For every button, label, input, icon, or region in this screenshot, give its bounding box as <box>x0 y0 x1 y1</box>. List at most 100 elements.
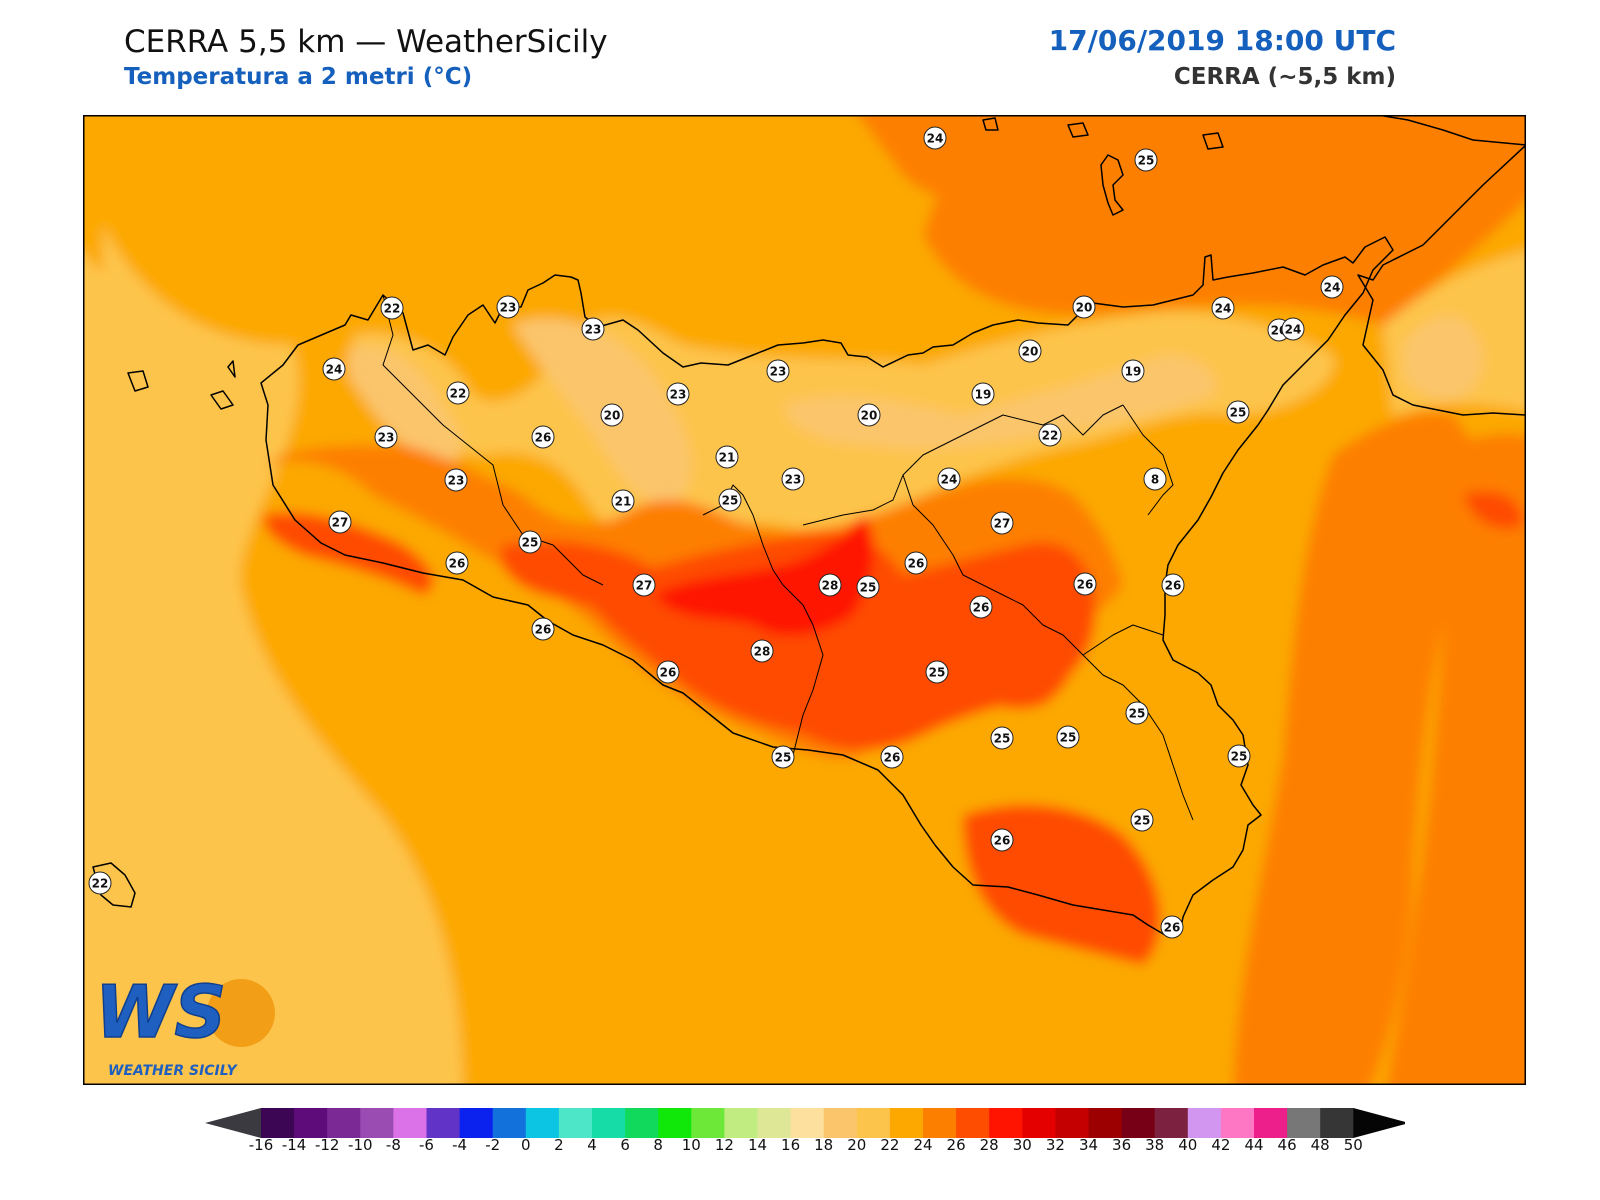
station-marker: 26 <box>531 617 555 641</box>
colorbar-tick-label: -12 <box>314 1136 340 1154</box>
model-name: CERRA (~5,5 km) <box>1173 64 1396 90</box>
colorbar-under-arrow <box>205 1108 261 1138</box>
colorbar-tick-label: 44 <box>1244 1136 1264 1154</box>
colorbar-tick-label: 30 <box>1012 1136 1032 1154</box>
colorbar-tick-label: 18 <box>814 1136 834 1154</box>
station-circle <box>531 425 555 449</box>
colorbar-tick-label: 4 <box>587 1136 597 1154</box>
station-marker: 25 <box>518 530 542 554</box>
station-value: 24 <box>941 473 958 487</box>
colorbar-segment <box>724 1108 758 1138</box>
station-circle <box>322 357 346 381</box>
colorbar-segment <box>625 1108 659 1138</box>
station-value: 24 <box>927 132 944 146</box>
colorbar-tick-label: 26 <box>946 1136 966 1154</box>
station-marker: 26 <box>880 745 904 769</box>
station-circle <box>1226 400 1250 424</box>
temperature-colorbar <box>205 1108 1405 1138</box>
colorbar-tick-label: 34 <box>1078 1136 1099 1154</box>
station-circle <box>1281 317 1305 341</box>
station-value: 28 <box>822 579 839 593</box>
station-value: 23 <box>500 301 517 315</box>
station-value: 22 <box>92 877 109 891</box>
colorbar-segment <box>1121 1108 1156 1138</box>
colorbar-tick-label: 42 <box>1211 1136 1231 1154</box>
station-marker: 27 <box>632 573 656 597</box>
colorbar-tick-label: 8 <box>653 1136 663 1154</box>
station-value: 25 <box>929 666 946 680</box>
ws-logo: WS WEATHER SICILY <box>94 969 275 1079</box>
station-value: 25 <box>522 536 539 550</box>
station-value: 23 <box>770 365 787 379</box>
colorbar-tick-label: 12 <box>714 1136 734 1154</box>
colorbar-tick-label: 50 <box>1343 1136 1363 1154</box>
temperature-map: 24 25 22 23 23 24 23 24 20 24 22 20 20 23 19 19 20 23 26 20… <box>83 115 1526 1085</box>
colorbar-tick-label: -8 <box>385 1136 401 1154</box>
station-circle <box>990 726 1014 750</box>
station-marker: 27 <box>990 511 1014 535</box>
station-circle <box>818 573 842 597</box>
colorbar-segment <box>691 1108 725 1138</box>
station-value: 25 <box>1129 707 1146 721</box>
station-marker: 23 <box>374 425 398 449</box>
station-value: 25 <box>994 732 1011 746</box>
station-circle <box>1130 808 1154 832</box>
station-value: 24 <box>1285 323 1302 337</box>
station-circle <box>781 467 805 491</box>
station-marker: 22 <box>380 296 404 320</box>
station-circle <box>766 359 790 383</box>
station-circle <box>656 660 680 684</box>
sicily-coastline <box>260 236 1394 936</box>
colorbar-tick-label: 22 <box>880 1136 900 1154</box>
colorbar-segment <box>1154 1108 1189 1138</box>
pantelleria-island <box>92 862 136 908</box>
station-marker: 25 <box>771 745 795 769</box>
colorbar-segment <box>1187 1108 1222 1138</box>
map-border <box>83 115 1526 1085</box>
colorbar-tick-label: -4 <box>452 1136 468 1154</box>
station-value: 25 <box>860 581 877 595</box>
colorbar-over-arrow <box>1353 1108 1405 1138</box>
station-value: 24 <box>1215 302 1232 316</box>
station-marker: 22 <box>88 871 112 895</box>
station-circle <box>923 126 947 150</box>
colorbar-segment <box>327 1108 361 1138</box>
station-value: 25 <box>1230 406 1247 420</box>
station-circle <box>718 488 742 512</box>
station-value: 21 <box>615 495 632 509</box>
station-value: 27 <box>332 516 349 530</box>
station-marker: 25 <box>718 488 742 512</box>
station-circle <box>445 551 469 575</box>
station-marker: 24 <box>1211 296 1235 320</box>
station-marker: 26 <box>990 828 1014 852</box>
station-marker: 23 <box>444 468 468 492</box>
colorbar-segment <box>889 1108 924 1138</box>
station-value: 19 <box>1125 365 1142 379</box>
station-value: 25 <box>775 751 792 765</box>
station-marker: 19 <box>1121 359 1145 383</box>
colorbar-segment <box>923 1108 957 1138</box>
station-marker: 24 <box>1320 275 1344 299</box>
station-circle <box>374 425 398 449</box>
temperature-fill <box>83 115 1526 1085</box>
station-marker: 28 <box>750 639 774 663</box>
colorbar-segment <box>1022 1108 1056 1138</box>
station-marker: 24 <box>937 467 961 491</box>
station-marker: 25 <box>1056 725 1080 749</box>
valid-datetime: 17/06/2019 18:00 UTC <box>1048 24 1396 57</box>
station-marker: 25 <box>925 660 949 684</box>
colorbar-segment <box>360 1108 394 1138</box>
station-circle <box>380 296 404 320</box>
station-value: 26 <box>535 623 552 637</box>
station-value: 26 <box>973 601 990 615</box>
colorbar-segment <box>426 1108 461 1138</box>
station-circle <box>925 660 949 684</box>
station-marker: 28 <box>818 573 842 597</box>
colorbar-tick-label: 6 <box>620 1136 630 1154</box>
station-marker: 24 <box>923 126 947 150</box>
station-circle <box>990 828 1014 852</box>
station-value: 20 <box>604 409 621 423</box>
station-marker: 26 <box>656 660 680 684</box>
colorbar-tick-label: 32 <box>1045 1136 1065 1154</box>
